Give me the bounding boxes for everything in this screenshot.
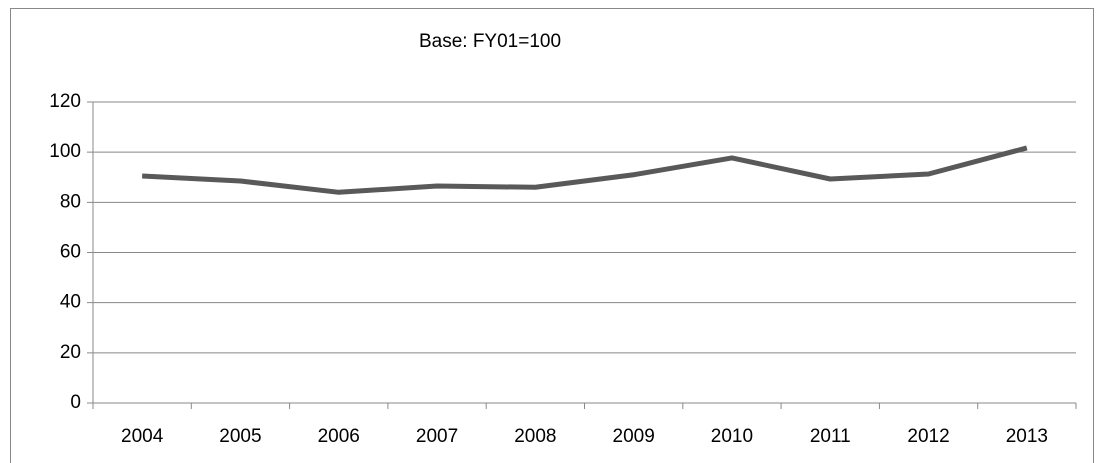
y-tick-label: 120 <box>49 91 81 112</box>
x-tick-label: 2012 <box>907 426 949 447</box>
x-tick-label: 2004 <box>121 426 164 447</box>
y-tick-label: 100 <box>49 141 81 162</box>
x-tick-label: 2008 <box>514 426 556 447</box>
data-line <box>142 145 1028 195</box>
x-tick-label: 2006 <box>318 426 360 447</box>
y-tick-label: 40 <box>60 292 81 313</box>
x-tick-label: 2010 <box>711 426 753 447</box>
x-tick-label: 2011 <box>810 426 851 447</box>
y-tick-label: 80 <box>60 191 81 212</box>
x-tick-label: 2007 <box>416 426 458 447</box>
y-tick-label: 20 <box>60 342 81 363</box>
y-tick-label: 0 <box>70 392 81 413</box>
chart-frame <box>10 8 1094 463</box>
x-tick-label: 2009 <box>613 426 655 447</box>
chart-title: Base: FY01=100 <box>419 31 561 52</box>
x-tick-label: 2013 <box>1006 426 1048 447</box>
y-tick-label: 60 <box>60 242 81 263</box>
x-tick-label: 2005 <box>219 426 261 447</box>
